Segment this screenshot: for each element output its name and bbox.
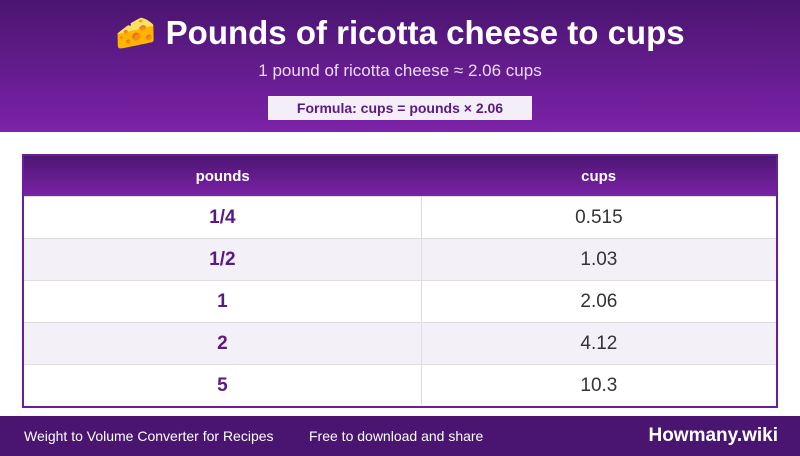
cups-cell: 1.03 — [420, 238, 778, 281]
conversion-table: pounds cups 1/4 0.515 1/2 1.03 1 2.06 2 4.12 5 10… — [22, 154, 778, 408]
table-row: 5 10.3 — [22, 364, 778, 408]
formula: Formula: cups = pounds × 2.06 — [268, 96, 532, 120]
pounds-cell: 1/4 — [22, 196, 422, 239]
header: 🧀 Pounds of ricotta cheese to cups 1 pou… — [0, 0, 800, 132]
brand[interactable]: Howmany.wiki — [648, 425, 778, 446]
subtitle: 1 pound of ricotta cheese ≈ 2.06 cups — [258, 61, 542, 80]
title: 🧀 Pounds of ricotta cheese to cups — [115, 14, 685, 51]
footer-link[interactable]: Weight to Volume Converter for Recipes — [24, 428, 274, 444]
table-row: 2 4.12 — [22, 322, 778, 365]
footer-text: Free to download and share — [309, 428, 484, 444]
column-header: cups — [421, 155, 777, 197]
pounds-cell: 2 — [22, 322, 422, 365]
pounds-cell: 1/2 — [22, 238, 422, 281]
table-row: 1/4 0.515 — [22, 196, 778, 239]
column-header: pounds — [23, 155, 422, 197]
cups-cell: 10.3 — [420, 364, 778, 408]
cups-cell: 2.06 — [420, 280, 778, 323]
table-row: 1 2.06 — [22, 280, 778, 323]
footer: Weight to Volume Converter for Recipes F… — [0, 416, 800, 456]
pounds-cell: 5 — [22, 364, 422, 408]
table-row: 1/2 1.03 — [22, 238, 778, 281]
cups-cell: 0.515 — [420, 196, 778, 239]
pounds-cell: 1 — [22, 280, 422, 323]
cups-cell: 4.12 — [420, 322, 778, 365]
